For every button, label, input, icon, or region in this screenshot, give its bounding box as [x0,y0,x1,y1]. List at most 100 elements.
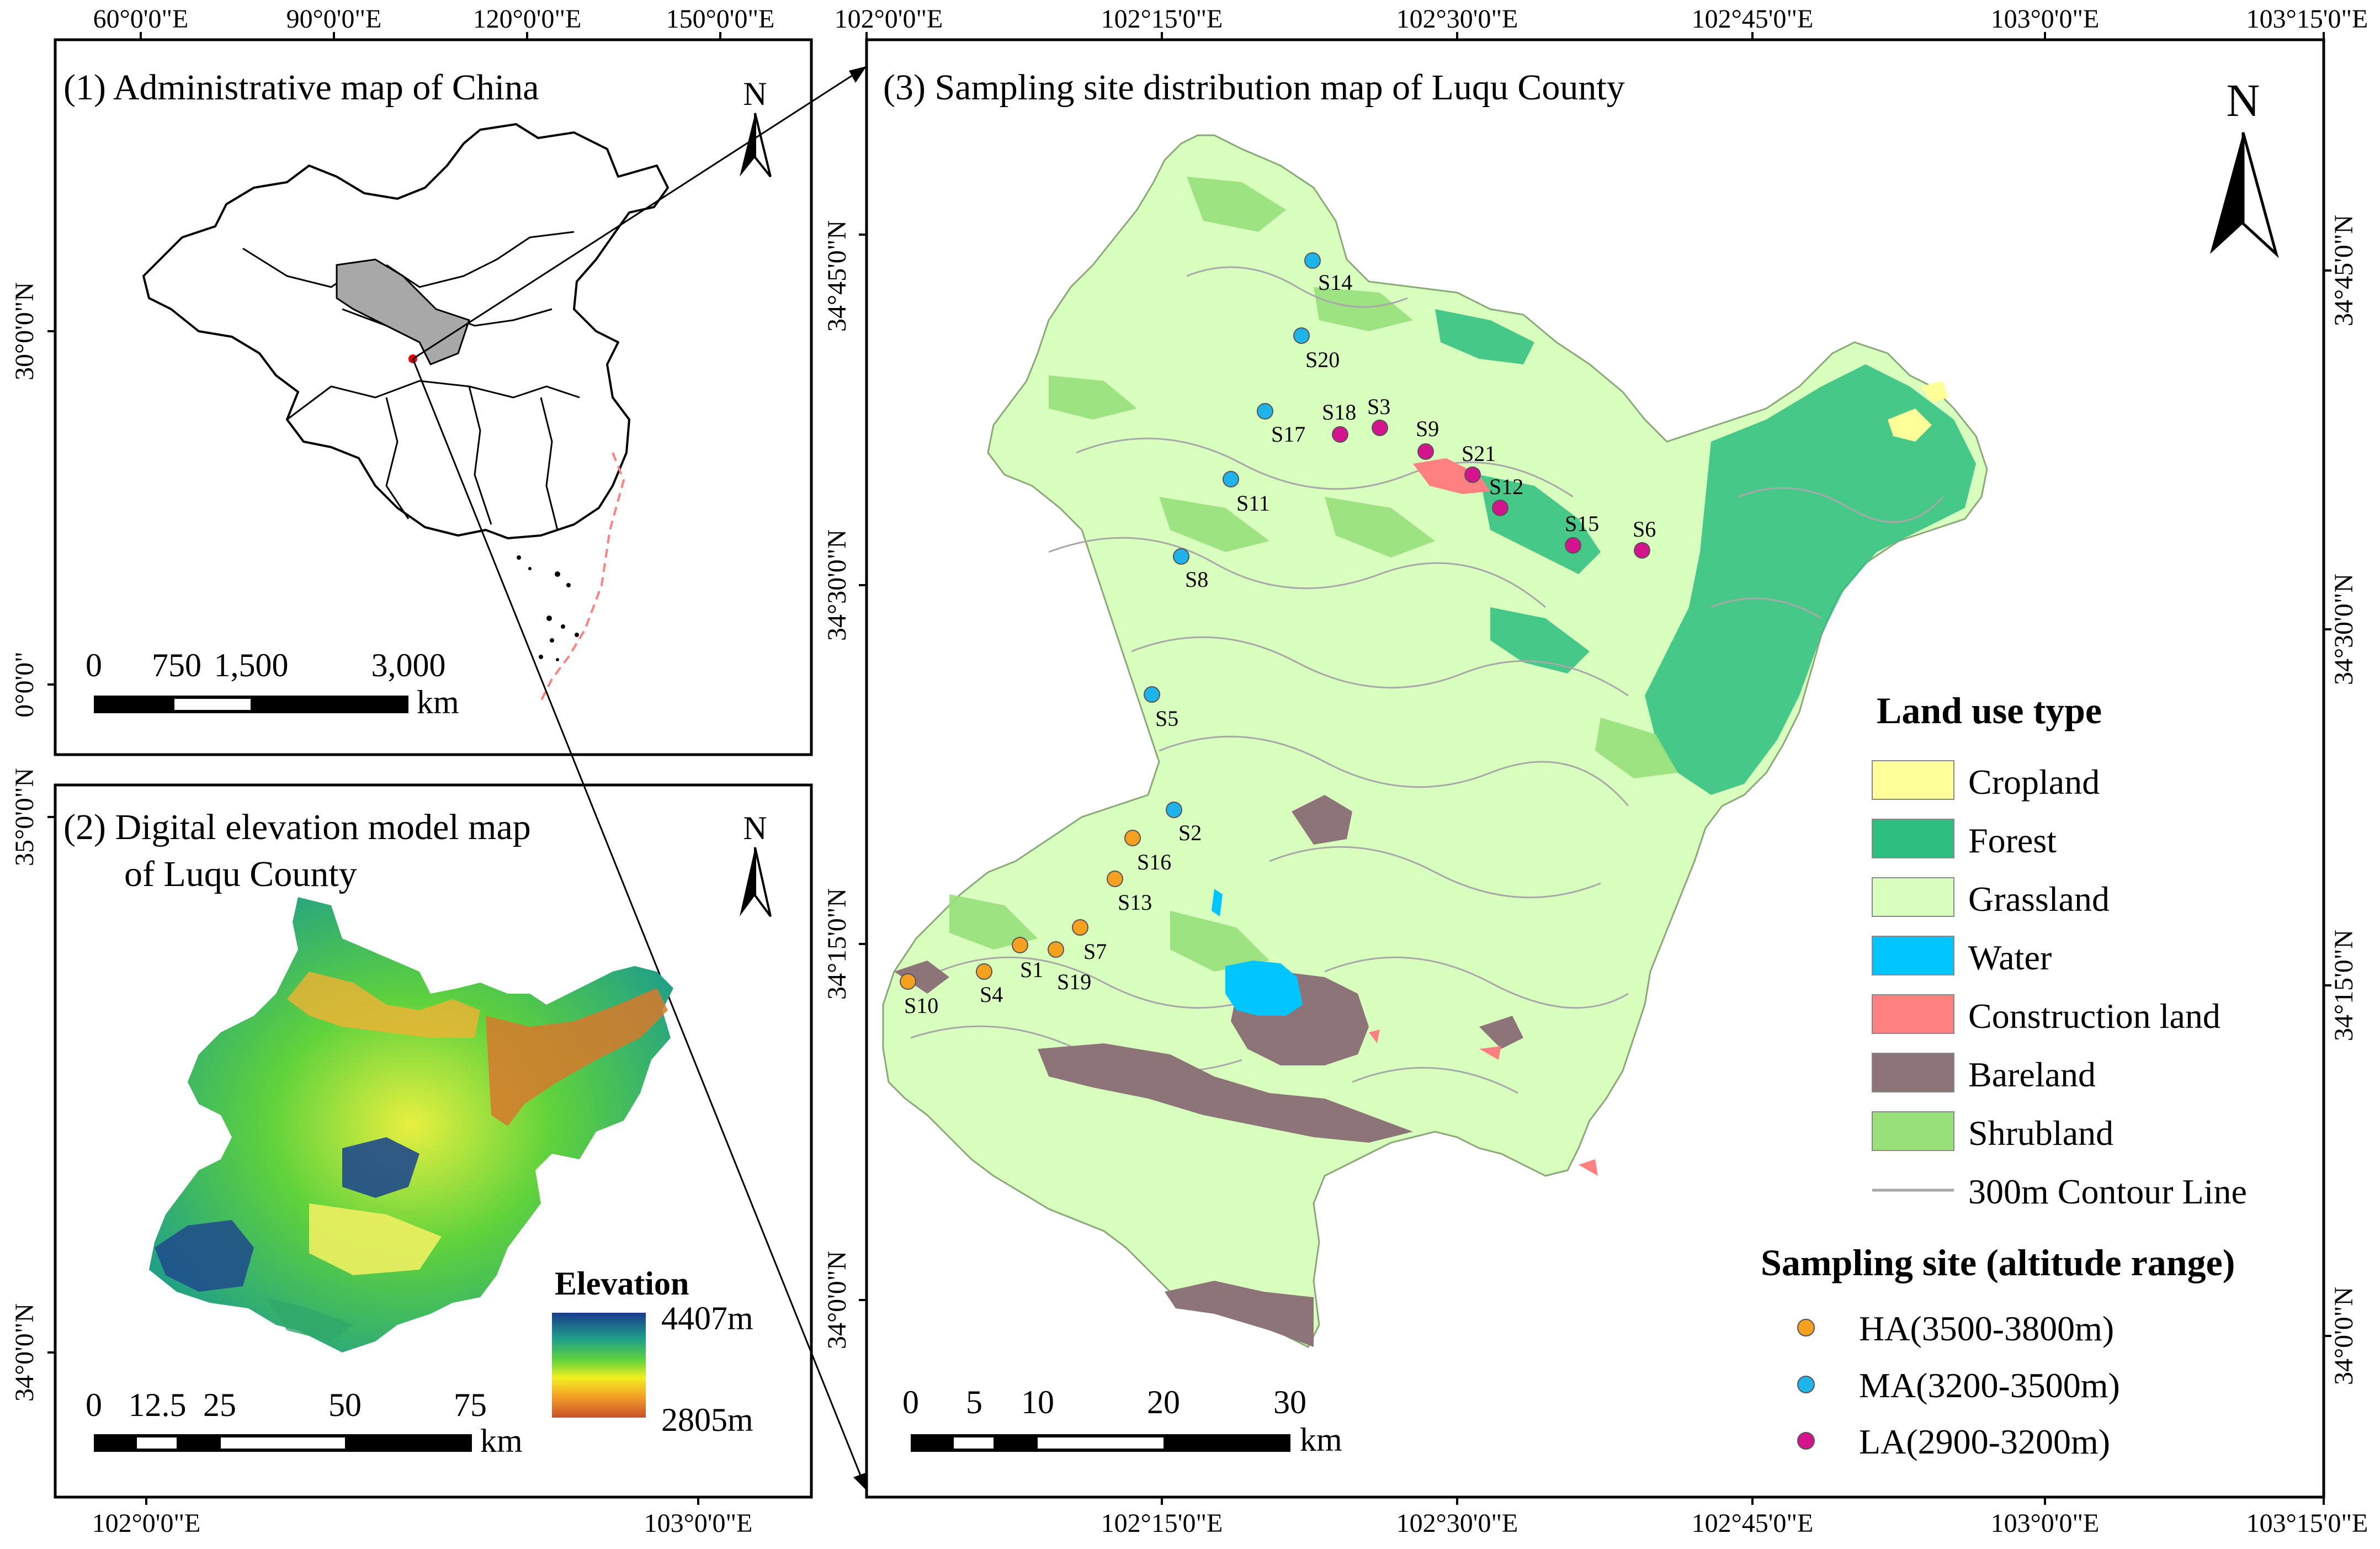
panel3-top-ticks: 102°0'0"E 102°15'0"E 102°30'0"E 102°45'0… [835,4,2368,40]
legend-label: Construction land [1968,996,2220,1036]
south-china-sea-islands [517,452,625,702]
site-s6[interactable]: S6 [1633,517,1656,559]
panel3-top-tick: 102°0'0"E [835,4,943,34]
site-s16[interactable]: S16 [1124,830,1171,874]
site-s1[interactable]: S1 [1012,937,1043,982]
elevation-color-ramp [552,1313,646,1418]
legend-item-ma: MA(3200-3500m) [1797,1366,2120,1405]
panel3-title: (3) Sampling site distribution map of Lu… [883,67,1625,108]
site-s8[interactable]: S8 [1173,548,1208,592]
site-s3[interactable]: S3 [1367,394,1390,436]
panel3-right-ticks: 34°45'0"N 34°30'0"N 34°15'0"N 34°0'0"N [2324,215,2358,1385]
sampling-sites: S14 S20 S17 S18 S3 S9 S21 S12 S11 S15 S6… [900,252,1656,1018]
legend-item-construction-land: Construction land [1872,994,2220,1036]
sampling-site-legend: Sampling site (altitude range) HA(3500-3… [1761,1242,2235,1461]
site-s4[interactable]: S4 [976,963,1003,1007]
panel2-bottom-tick: 103°0'0"E [644,1509,753,1538]
cropland [1888,381,1948,442]
panel3-left-ticks: 34°45'0"N 34°30'0"N 34°15'0"N 34°0'0"N [822,220,867,1349]
panel2-bottom-tick: 102°0'0"E [92,1509,201,1538]
site-s5[interactable]: S5 [1144,686,1178,731]
elevation-legend-title: Elevation [555,1265,689,1302]
site-s13[interactable]: S13 [1107,871,1152,915]
site-label: S20 [1305,347,1340,372]
site-s15[interactable]: S15 [1565,511,1599,554]
legend-item-bareland: Bareland [1872,1053,2096,1094]
site-label: S18 [1322,400,1356,425]
legend-label: Shrubland [1968,1113,2113,1153]
scale-label: 50 [328,1387,362,1423]
site-label: S5 [1155,706,1178,731]
panel1-title: (1) Administrative map of China [63,67,539,108]
site-s14[interactable]: S14 [1304,252,1352,295]
panel3-top-tick: 103°0'0"E [1991,4,2100,34]
site-label: S14 [1318,270,1352,295]
site-label: S8 [1185,567,1208,592]
panel2-frame [54,783,813,1499]
site-s10[interactable]: S10 [900,973,938,1018]
forest-zones [1435,309,1976,795]
site-s2[interactable]: S2 [1166,802,1202,845]
site-s20[interactable]: S20 [1293,327,1340,372]
site-s17[interactable]: S17 [1257,403,1305,447]
dem-raster [149,897,673,1352]
site-label: S9 [1416,416,1439,441]
panel1-top-ticks: 60°0'0"E 90°0'0"E 120°0'0"E 150°0'0"E [93,4,774,40]
scale-label: 1,500 [214,647,289,683]
scale-label: 12.5 [129,1387,187,1423]
site-s12[interactable]: S12 [1489,474,1523,516]
panel3-right-tick: 34°30'0"N [2329,574,2358,685]
legend-item-forest: Forest [1872,819,2057,860]
site-s21[interactable]: S21 [1462,441,1496,483]
panel3-bottom-ticks: 102°15'0"E 102°30'0"E 102°45'0"E 103°0'0… [1101,1497,2368,1538]
legend-item-water: Water [1872,936,2052,977]
scale-label: 0 [902,1384,919,1420]
site-s18[interactable]: S18 [1322,400,1356,443]
panel3-north-arrow-icon: N [2210,75,2279,258]
site-s19[interactable]: S19 [1048,941,1091,994]
site-label: S19 [1057,969,1091,994]
connector-line [412,358,868,1491]
panel2-left-ticks: 35°0'0"N 34°0'0"N [10,768,55,1402]
panel1-top-tick: 120°0'0"E [473,4,582,34]
panel2-north-arrow-icon: N [740,810,772,917]
site-label: S4 [980,982,1003,1007]
site-s11[interactable]: S11 [1223,471,1270,516]
site-s7[interactable]: S7 [1072,919,1107,964]
panel-administrative-map: (1) Administrative map of China 60°0'0"E… [10,4,868,1491]
site-label: S6 [1633,517,1656,542]
panel3-bottom-tick: 103°0'0"E [1991,1509,2100,1538]
connector-arrowhead [849,66,867,83]
panel3-right-tick: 34°45'0"N [2329,215,2358,326]
panel3-top-tick: 103°15'0"E [2246,4,2368,34]
site-label: S2 [1178,820,1202,845]
legend-label: LA(2900-3200m) [1859,1422,2110,1461]
site-label: S10 [904,993,938,1018]
scale-unit: km [417,684,459,720]
panel3-frame [865,38,2325,1499]
scale-label: 5 [966,1384,982,1420]
legend-label: MA(3200-3500m) [1859,1366,2120,1405]
site-label: S11 [1236,491,1270,516]
site-label: S15 [1565,511,1599,536]
site-label: S13 [1118,890,1152,915]
legend-item-ha: HA(3500-3800m) [1797,1309,2114,1348]
panel2-north-label: N [743,810,767,846]
panel1-frame [54,38,813,756]
legend-item-grassland: Grassland [1872,877,2110,919]
panel-sampling-map: (3) Sampling site distribution map of Lu… [822,4,2368,1538]
panel2-left-tick: 35°0'0"N [10,768,39,866]
panel3-bottom-tick: 102°30'0"E [1396,1509,1518,1538]
site-s9[interactable]: S9 [1416,416,1439,460]
sampling-legend-title: Sampling site (altitude range) [1761,1242,2235,1283]
legend-label: Bareland [1968,1055,2096,1094]
panel1-north-label: N [743,76,767,112]
panel1-left-tick: 30°0'0"N [10,282,39,380]
site-label: S1 [1020,957,1043,982]
scale-label: 30 [1273,1384,1306,1420]
panel3-top-tick: 102°15'0"E [1101,4,1223,34]
connector-line [412,65,867,360]
scale-label: 750 [152,647,201,683]
legend-item-contour: 300m Contour Line [1872,1172,2247,1211]
legend-label: HA(3500-3800m) [1859,1309,2114,1348]
